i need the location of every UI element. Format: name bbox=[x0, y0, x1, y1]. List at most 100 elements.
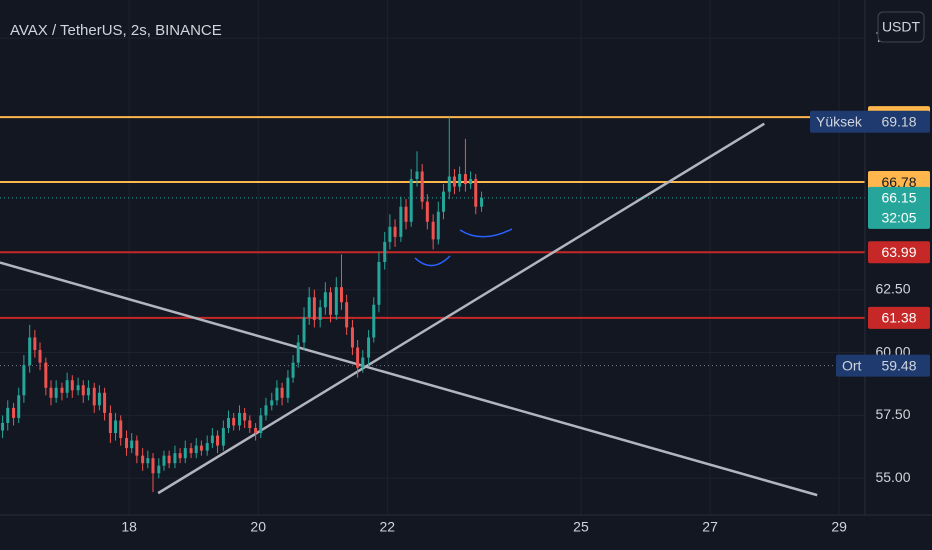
marker-box bbox=[810, 110, 930, 133]
marker-label: Yüksek bbox=[816, 113, 863, 129]
candle-body bbox=[404, 206, 408, 222]
candle-body bbox=[323, 292, 327, 308]
current-price-label: 66.15 bbox=[881, 190, 916, 206]
candle-body bbox=[480, 197, 484, 207]
candle-body bbox=[474, 179, 478, 207]
drawing-arc bbox=[459, 228, 513, 238]
y-tick-label: 57.50 bbox=[875, 406, 910, 422]
candle-body bbox=[264, 405, 268, 416]
candle-body bbox=[135, 440, 139, 456]
price-label: 61.38 bbox=[881, 310, 916, 326]
candle-body bbox=[447, 176, 451, 192]
candle-body bbox=[49, 387, 53, 398]
currency-label[interactable]: USDT bbox=[882, 19, 921, 35]
candle-body bbox=[388, 226, 392, 242]
candle-body bbox=[167, 455, 171, 464]
candle-body bbox=[17, 395, 21, 418]
candle-body bbox=[291, 362, 295, 378]
candle-body bbox=[108, 412, 112, 434]
candle-body bbox=[86, 387, 90, 396]
candle-body bbox=[1, 422, 5, 431]
candle-body bbox=[44, 362, 48, 388]
candle-body bbox=[409, 179, 413, 222]
currency-button[interactable] bbox=[877, 11, 925, 43]
candle-body bbox=[162, 455, 166, 466]
drawing-arc bbox=[414, 255, 451, 267]
candle-body bbox=[125, 438, 129, 449]
candle-body bbox=[146, 458, 150, 464]
candle-body bbox=[350, 327, 354, 348]
candle-body bbox=[54, 387, 58, 398]
candle-body bbox=[452, 176, 456, 187]
candle-body bbox=[216, 435, 220, 446]
candle-body bbox=[119, 420, 123, 439]
candle-body bbox=[199, 445, 203, 451]
candle-body bbox=[393, 226, 397, 237]
candle-body bbox=[286, 377, 290, 398]
current-price-box bbox=[868, 186, 930, 229]
price-label: 66.78 bbox=[881, 174, 916, 190]
candle-body bbox=[259, 415, 263, 434]
grid bbox=[0, 0, 865, 515]
x-tick-label: 20 bbox=[250, 519, 266, 535]
candle-body bbox=[221, 427, 225, 446]
candle-body bbox=[307, 297, 311, 318]
candle-body bbox=[183, 448, 187, 459]
candle-body bbox=[22, 365, 26, 396]
candle-body bbox=[329, 292, 333, 315]
marker-label: Ort bbox=[842, 357, 862, 373]
candle-body bbox=[367, 337, 371, 358]
candle-body bbox=[130, 440, 134, 449]
candle-body bbox=[345, 302, 349, 328]
candle-body bbox=[270, 400, 274, 406]
candle-body bbox=[248, 420, 252, 428]
candle-body bbox=[436, 211, 440, 240]
candle-body bbox=[6, 407, 10, 423]
candle-body bbox=[318, 307, 322, 320]
candle-body bbox=[254, 427, 258, 434]
candle-body bbox=[458, 174, 462, 187]
candle-body bbox=[33, 337, 37, 351]
candle-body bbox=[377, 262, 381, 305]
candle-body bbox=[232, 417, 236, 426]
candle-body bbox=[399, 206, 403, 237]
trend-line bbox=[0, 261, 818, 497]
candle-body bbox=[441, 191, 445, 212]
candle-body bbox=[243, 412, 247, 421]
x-tick-label: 22 bbox=[380, 519, 396, 535]
marker-value: 69.18 bbox=[881, 113, 916, 129]
countdown-label: 32:05 bbox=[881, 210, 916, 226]
y-tick-label: 55.00 bbox=[875, 469, 910, 485]
price-label-box bbox=[868, 241, 930, 264]
candle-body bbox=[12, 407, 16, 418]
candle-body bbox=[151, 458, 155, 474]
trend-line bbox=[157, 122, 765, 495]
candle-body bbox=[356, 347, 360, 368]
candle-body bbox=[141, 455, 145, 464]
candle-body bbox=[173, 453, 177, 464]
candle-body bbox=[178, 453, 182, 459]
y-tick-label: 62.50 bbox=[875, 280, 910, 296]
candle-body bbox=[361, 357, 365, 368]
candle-body bbox=[312, 297, 316, 320]
candle-body bbox=[97, 392, 101, 406]
candle-body bbox=[70, 380, 74, 391]
candle-body bbox=[420, 171, 424, 202]
axes: 55.0057.5060.0062.5072.5018202225272969.… bbox=[121, 29, 930, 535]
candle-body bbox=[189, 448, 193, 454]
candle-body bbox=[81, 385, 85, 396]
candle-body bbox=[372, 304, 376, 338]
candle-body bbox=[76, 385, 80, 391]
candle-body bbox=[65, 380, 69, 393]
candle-body bbox=[205, 443, 209, 451]
candle-body bbox=[302, 317, 306, 343]
candle-body bbox=[210, 435, 214, 444]
candle-body bbox=[383, 241, 387, 263]
candle-body bbox=[92, 387, 96, 406]
candle-body bbox=[60, 387, 64, 393]
plot bbox=[0, 116, 865, 497]
candle-body bbox=[237, 412, 241, 426]
candle-body bbox=[280, 387, 284, 398]
